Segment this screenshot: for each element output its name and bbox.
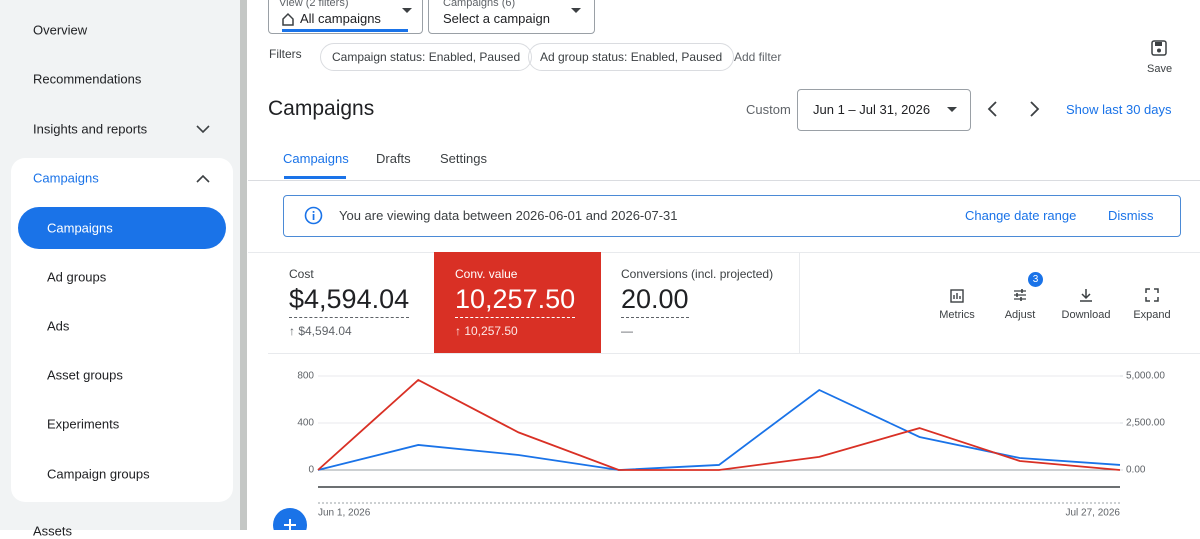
tab[interactable]: Campaigns	[283, 151, 349, 166]
page-title: Campaigns	[268, 97, 375, 120]
chart: Jul 27, 2026 Jun 1, 2026 5,000.00 2,500.00 0…	[273, 371, 1165, 530]
y-tick-label: 800	[297, 371, 314, 382]
show-last[interactable]: Show last 30 days	[1066, 102, 1172, 117]
caret	[947, 107, 957, 112]
metric-change: ↑ 10,257.50	[455, 324, 518, 338]
tool-label[interactable]: Adjust	[1004, 309, 1036, 321]
add-filter[interactable]: Add filter	[734, 50, 782, 64]
metric-value[interactable]: 20.00	[621, 284, 689, 318]
nav-item[interactable]: Overview	[33, 22, 88, 38]
series-line	[317, 378, 1121, 471]
metric-label[interactable]: Conversions (incl. projected)	[621, 267, 774, 281]
nav-subitem[interactable]: Experiments	[47, 416, 120, 432]
metric-label[interactable]: Conv. value	[455, 267, 518, 281]
filter-chip[interactable]: Ad group status: Enabled, Paused	[528, 43, 735, 71]
y-tick-label: 400	[297, 418, 314, 429]
nav-subitem[interactable]: Asset groups	[47, 367, 123, 383]
view-select[interactable]	[268, 0, 423, 34]
date-arrows[interactable]	[985, 100, 1045, 118]
banner	[283, 195, 1181, 237]
banner-text: You are viewing data between 2026-06-01 …	[339, 208, 678, 223]
nav-section[interactable]: Campaigns	[33, 170, 99, 186]
tool-label[interactable]: Metrics	[939, 309, 975, 321]
home-icon	[282, 12, 294, 26]
nav-subitem[interactable]: Ad groups	[47, 269, 107, 285]
nav-subitem[interactable]: Campaign groups	[47, 466, 150, 482]
adjust-badge: 3	[1028, 272, 1043, 287]
range-type: Custom	[746, 102, 791, 117]
x-tick-label: Jul 27, 2026	[1066, 508, 1121, 519]
y-tick-label: 0	[308, 465, 314, 476]
tab[interactable]: Drafts	[376, 151, 411, 166]
caret	[402, 8, 412, 13]
filters-label: Filters	[269, 47, 302, 61]
tool-icon[interactable]	[1012, 287, 1028, 303]
metric-bottom	[268, 353, 1200, 354]
tab[interactable]: Settings	[440, 151, 487, 166]
series-line	[317, 388, 1121, 471]
date-picker[interactable]	[797, 89, 971, 131]
metric-label[interactable]: Cost	[289, 267, 314, 281]
nav-item[interactable]: Insights and reports	[33, 121, 148, 137]
x-tick-label: Jun 1, 2026	[318, 508, 371, 519]
nav-item[interactable]: Assets	[33, 523, 73, 539]
metric-sep	[799, 252, 800, 353]
metric-top	[248, 252, 1200, 253]
campaign-label: Campaigns (6)	[443, 0, 516, 9]
campaign-select[interactable]	[428, 0, 595, 34]
active-pill	[18, 207, 226, 249]
y2-tick-label: 2,500.00	[1126, 418, 1165, 429]
sidebar: Overview Recommendations Insights and repo…	[0, 0, 240, 539]
metric-value[interactable]: 10,257.50	[455, 284, 576, 318]
add-icon	[284, 519, 296, 530]
tool-icon[interactable]	[949, 287, 965, 303]
y2-tick-label: 5,000.00	[1126, 371, 1165, 382]
tab-underline	[284, 176, 346, 179]
caret	[571, 8, 581, 13]
save-label: Save	[1147, 63, 1173, 75]
tool-icon[interactable]	[1144, 287, 1160, 303]
metric-value[interactable]: $4,594.04	[289, 284, 410, 318]
date-range: Jun 1 – Jul 31, 2026	[813, 102, 931, 117]
view-value: All campaigns	[300, 11, 381, 26]
filter-chip[interactable]: Campaign status: Enabled, Paused	[320, 43, 533, 71]
tool-label[interactable]: Expand	[1133, 309, 1171, 321]
nav-subitem[interactable]: Campaigns	[47, 220, 113, 236]
chevron[interactable]	[196, 125, 210, 134]
nav-item[interactable]: Recommendations	[33, 71, 142, 87]
dismiss[interactable]: Dismiss	[1108, 208, 1154, 223]
divider	[240, 0, 247, 530]
change-date[interactable]: Change date range	[965, 208, 1077, 223]
view-label: View (2 filters)	[279, 0, 349, 9]
info-icon	[304, 206, 323, 225]
metric-change: ↑ $4,594.04	[289, 324, 352, 338]
nav-subitem[interactable]: Ads	[47, 318, 70, 334]
tool-icon[interactable]	[1078, 287, 1094, 303]
view-underline	[282, 29, 408, 32]
chevron[interactable]	[196, 174, 210, 183]
metric-selected	[434, 252, 601, 353]
save-icon[interactable]	[1151, 40, 1167, 56]
campaign-value: Select a campaign	[443, 11, 550, 26]
tool-label[interactable]: Download	[1061, 309, 1111, 321]
tab-divider	[248, 180, 1200, 181]
metric-change: —	[621, 324, 633, 338]
y2-tick-label: 0.00	[1126, 465, 1146, 476]
